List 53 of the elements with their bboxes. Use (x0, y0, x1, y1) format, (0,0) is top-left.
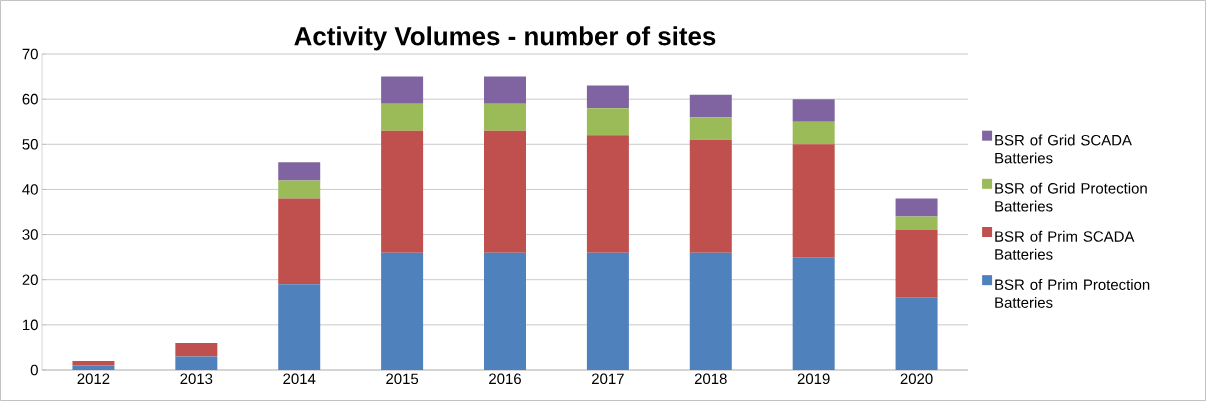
y-tick-label: 20 (22, 274, 38, 285)
bar (792, 121, 835, 145)
bar (895, 230, 938, 298)
bar (381, 76, 424, 104)
bar (586, 252, 629, 370)
y-tick-label: 0 (30, 364, 38, 376)
y-tick-label: 40 (22, 184, 38, 195)
x-tick-label: 2018 (694, 373, 727, 385)
legend-label: BSR of Prim Protection Batteries (995, 279, 1150, 308)
bar (586, 85, 629, 109)
bar (484, 252, 526, 370)
x-tick-label: 2013 (180, 373, 213, 385)
bar (895, 297, 938, 370)
bar (689, 139, 732, 253)
y-tick-label: 50 (22, 139, 38, 150)
bar (278, 180, 321, 199)
x-tick-label: 2015 (386, 373, 419, 385)
x-tick-label: 2020 (900, 373, 933, 385)
y-tick-label: 60 (22, 93, 38, 105)
x-tick-label: 2019 (797, 373, 830, 385)
bar (792, 144, 835, 258)
bar (792, 99, 835, 122)
y-tick-label: 70 (22, 48, 38, 60)
bar (278, 162, 321, 181)
x-tick-label: 2017 (592, 373, 624, 385)
bar (484, 130, 526, 253)
bar (72, 365, 115, 370)
bar (278, 284, 321, 370)
x-tick-label: 2012 (77, 373, 110, 385)
bar (381, 252, 424, 370)
bar (278, 198, 321, 285)
bar (689, 94, 732, 118)
bar (792, 257, 835, 370)
bar (175, 356, 218, 370)
bar (175, 342, 218, 357)
bar (586, 135, 629, 253)
bar (381, 103, 424, 131)
bar (381, 130, 424, 253)
bar (586, 108, 629, 136)
chart-title: Activity Volumes - number of sites (294, 26, 716, 51)
legend-label: BSR of Prim SCADA Batteries (995, 230, 1135, 260)
bar (895, 198, 938, 217)
bar (689, 117, 732, 140)
bar (895, 216, 938, 231)
legend-label: BSR of Grid SCADA Batteries (995, 134, 1132, 164)
x-tick-label: 2016 (489, 373, 521, 385)
legend-label: BSR of Grid Protection Batteries (995, 182, 1147, 212)
x-tick-label: 2014 (283, 373, 316, 385)
y-tick-label: 10 (23, 319, 38, 331)
bar (689, 252, 732, 370)
bar (484, 103, 526, 131)
y-tick-label: 30 (22, 229, 38, 240)
bar (484, 76, 526, 104)
